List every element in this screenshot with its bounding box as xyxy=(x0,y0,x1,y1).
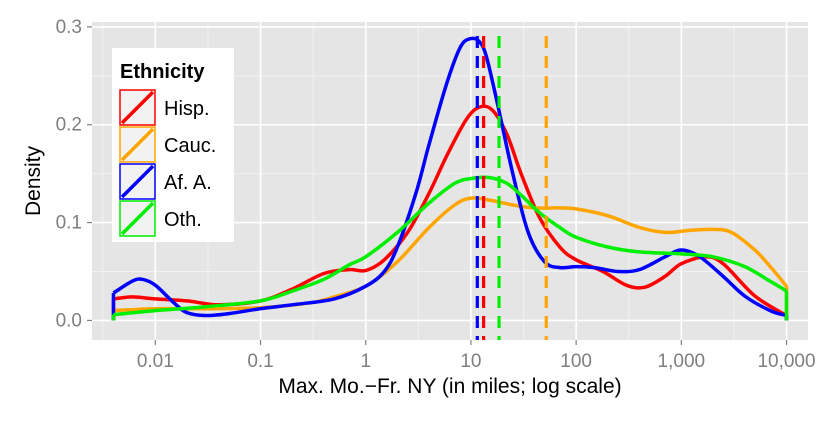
y-tick-label: 0.2 xyxy=(56,115,82,136)
y-tick-label: 0.0 xyxy=(56,310,82,331)
legend-label: Cauc. xyxy=(164,135,216,157)
x-tick-label: 1 xyxy=(360,351,371,372)
x-tick-label: 0.1 xyxy=(247,351,273,372)
density-curve xyxy=(113,175,788,317)
legend-key-line xyxy=(120,201,155,236)
legend-title: Ethnicity xyxy=(120,61,205,83)
legend-key-line xyxy=(120,90,155,125)
legend-key-line xyxy=(120,164,155,199)
x-axis-title: Max. Mo.−Fr. NY (in miles; log scale) xyxy=(278,375,621,398)
mean-lines xyxy=(475,36,548,340)
legend-item: Cauc. xyxy=(119,126,216,163)
legend-item: Af. A. xyxy=(119,163,212,200)
y-tick-label: 0.3 xyxy=(56,17,82,38)
legend-label: Hisp. xyxy=(164,98,210,120)
density-curves xyxy=(111,36,789,321)
legend-label: Af. A. xyxy=(164,172,212,194)
legend-label: Oth. xyxy=(164,209,202,231)
y-axis-title: Density xyxy=(22,145,45,216)
x-tick-label: 100 xyxy=(560,351,592,372)
legend-key-line xyxy=(120,127,155,162)
axes: 0.01 0.1 1 10 100 1,000 10,000 0.0 0.1 0.2 0.3 xyxy=(56,17,816,372)
legend: Ethnicity Hisp. Cauc. Af. A. Oth. xyxy=(112,48,234,242)
density-curve xyxy=(112,36,787,318)
x-tick-label: 0.01 xyxy=(137,351,174,372)
y-tick-label: 0.1 xyxy=(56,213,82,234)
x-tick-label: 1,000 xyxy=(658,351,706,372)
x-tick-label: 10 xyxy=(460,351,481,372)
legend-item: Oth. xyxy=(119,200,202,237)
x-tick-label: 10,000 xyxy=(757,351,815,372)
legend-item: Hisp. xyxy=(119,89,210,126)
